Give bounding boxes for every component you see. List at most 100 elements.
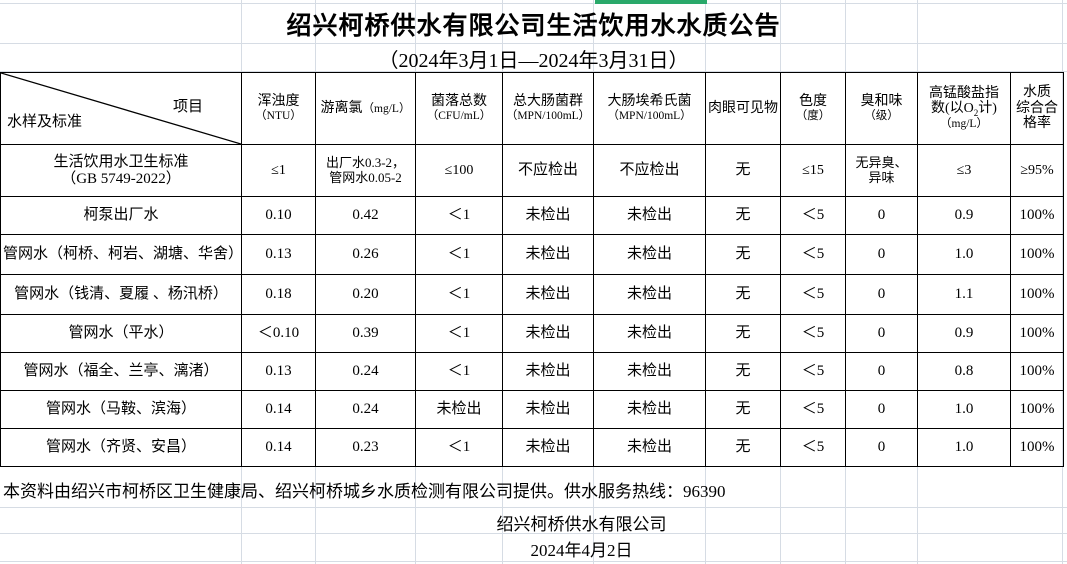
header-permanganate-index: 高锰酸盐指 数(以O2计) （mg/L） bbox=[917, 72, 1011, 145]
header-free-chlorine-unit: （mg/L） bbox=[362, 102, 411, 115]
cell-free-chlorine: 0.39 bbox=[315, 314, 416, 353]
cell-ecoli: 未检出 bbox=[593, 274, 706, 315]
header-permanganate-index-name: 高锰酸盐指 数(以O2计) bbox=[929, 85, 999, 119]
cell-odor-taste: 0 bbox=[845, 428, 918, 467]
cell-free-chlorine: 0.24 bbox=[315, 390, 416, 429]
cell-odor-taste: 0 bbox=[845, 314, 918, 353]
header-turbidity-name: 浑浊度 bbox=[257, 94, 300, 110]
cell-colony-count: ＜1 bbox=[415, 352, 503, 391]
standard-row-label: 生活饮用水卫生标准 （GB 5749-2022） bbox=[0, 144, 242, 197]
header-ecoli: 大肠埃希氏菌 （MPN/100mL） bbox=[593, 72, 706, 145]
header-sample-label: 水样及标准 bbox=[7, 114, 83, 131]
cell-visible-matter: 无 bbox=[705, 274, 781, 315]
standard-permanganate-index: ≤3 bbox=[917, 144, 1011, 197]
table-row: 管网水（齐贤、安昌） 0.14 0.23 ＜1 未检出 未检出无＜5 0 1.0 100% bbox=[0, 428, 1064, 467]
sample-name-cell: 管网水（钱清、夏履 、杨汛桥） bbox=[0, 274, 242, 315]
cell-visible-matter: 无 bbox=[705, 428, 781, 467]
cell-overall-pass-rate: 100% bbox=[1010, 428, 1064, 467]
header-turbidity: 浑浊度 （NTU） bbox=[241, 72, 316, 145]
document-subtitle-row: （2024年3月1日—2024年3月31日） bbox=[0, 44, 1067, 72]
standard-free-chlorine: 出厂水0.3-2， 管网水0.05-2 bbox=[315, 144, 416, 197]
cell-chromaticity: ＜5 bbox=[780, 234, 846, 275]
header-colony-count: 菌落总数 （CFU/mL） bbox=[415, 72, 503, 145]
cell-total-coliform: 未检出 bbox=[502, 196, 594, 235]
cell-free-chlorine: 0.42 bbox=[315, 196, 416, 235]
cell-total-coliform: 未检出 bbox=[502, 234, 594, 275]
standard-overall-pass-rate: ≥95% bbox=[1010, 144, 1064, 197]
cell-visible-matter: 无 bbox=[705, 234, 781, 275]
header-overall-pass-rate-unit: 综合合格率 bbox=[1016, 100, 1058, 132]
cell-turbidity: ＜0.10 bbox=[241, 314, 316, 353]
cell-free-chlorine: 0.24 bbox=[315, 352, 416, 391]
standard-turbidity: ≤1 bbox=[241, 144, 316, 197]
sample-name-cell: 管网水（平水） bbox=[0, 314, 242, 353]
footer-company-text: 绍兴柯桥供水有限公司 bbox=[496, 514, 667, 534]
cell-permanganate-index: 1.1 bbox=[917, 274, 1011, 315]
cell-total-coliform: 未检出 bbox=[502, 314, 594, 353]
standard-ecoli: 不应检出 bbox=[593, 144, 706, 197]
cell-total-coliform: 未检出 bbox=[502, 390, 594, 429]
cell-turbidity: 0.13 bbox=[241, 352, 316, 391]
selected-range-indicator bbox=[595, 0, 707, 4]
cell-odor-taste: 0 bbox=[845, 234, 918, 275]
cell-chromaticity: ＜5 bbox=[780, 390, 846, 429]
header-turbidity-unit: （NTU） bbox=[255, 109, 302, 122]
sample-name-cell: 管网水（马鞍、滨海） bbox=[0, 390, 242, 429]
header-colony-count-name: 菌落总数 bbox=[431, 94, 487, 110]
cell-permanganate-index: 1.0 bbox=[917, 428, 1011, 467]
table-row: 管网水（柯桥、柯岩、湖塘、华舍） 0.13 0.26 ＜1 未检出 未检出无＜5 0 1.0 1… bbox=[0, 234, 1064, 275]
table-header-row: 水样及标准 项目 浑浊度 （NTU） 游离氯（mg/L） 菌落总数 （CFU/m… bbox=[0, 72, 1064, 145]
cell-visible-matter: 无 bbox=[705, 314, 781, 353]
cell-total-coliform: 未检出 bbox=[502, 428, 594, 467]
diagonal-divider-icon bbox=[1, 73, 241, 144]
cell-odor-taste: 0 bbox=[845, 274, 918, 315]
cell-overall-pass-rate: 100% bbox=[1010, 352, 1064, 391]
cell-turbidity: 0.13 bbox=[241, 234, 316, 275]
table-row: 管网水（福全、兰亭、漓渚） 0.13 0.24 ＜1 未检出 未检出无＜5 0 0.8 100% bbox=[0, 352, 1064, 391]
header-odor-taste-name: 臭和味 bbox=[860, 94, 903, 110]
cell-overall-pass-rate: 100% bbox=[1010, 196, 1064, 235]
cell-odor-taste: 0 bbox=[845, 390, 918, 429]
cell-chromaticity: ＜5 bbox=[780, 274, 846, 315]
header-corner-cell: 水样及标准 项目 bbox=[0, 72, 242, 145]
cell-ecoli: 未检出 bbox=[593, 352, 706, 391]
cell-chromaticity: ＜5 bbox=[780, 352, 846, 391]
header-item-label: 项目 bbox=[172, 99, 203, 115]
cell-colony-count: ＜1 bbox=[415, 234, 503, 275]
cell-turbidity: 0.14 bbox=[241, 428, 316, 467]
header-visible-matter-name: 肉眼可见物 bbox=[708, 100, 778, 116]
cell-odor-taste: 0 bbox=[845, 352, 918, 391]
cell-visible-matter: 无 bbox=[705, 352, 781, 391]
document-title-row: 绍兴柯桥供水有限公司生活饮用水水质公告 bbox=[0, 4, 1067, 44]
header-ecoli-unit: （MPN/100mL） bbox=[607, 109, 692, 122]
header-chromaticity: 色度 （度） bbox=[780, 72, 846, 145]
header-odor-taste: 臭和味 （级） bbox=[845, 72, 918, 145]
cell-permanganate-index: 0.9 bbox=[917, 314, 1011, 353]
header-colony-count-unit: （CFU/mL） bbox=[426, 109, 492, 122]
water-quality-table: 水样及标准 项目 浑浊度 （NTU） 游离氯（mg/L） 菌落总数 （CFU/m… bbox=[0, 72, 1064, 467]
cell-chromaticity: ＜5 bbox=[780, 196, 846, 235]
header-odor-taste-unit: （级） bbox=[864, 109, 899, 122]
cell-chromaticity: ＜5 bbox=[780, 428, 846, 467]
cell-free-chlorine: 0.20 bbox=[315, 274, 416, 315]
table-row: 管网水（马鞍、滨海） 0.14 0.24 未检出 未检出 未检出无＜5 0 1.0 100% bbox=[0, 390, 1064, 429]
header-overall-pass-rate: 水质 综合合格率 bbox=[1010, 72, 1064, 145]
standard-odor-taste: 无异臭、 异味 bbox=[845, 144, 918, 197]
cell-turbidity: 0.10 bbox=[241, 196, 316, 235]
sample-name-cell: 管网水（柯桥、柯岩、湖塘、华舍） bbox=[0, 234, 242, 275]
cell-permanganate-index: 0.9 bbox=[917, 196, 1011, 235]
standard-total-coliform: 不应检出 bbox=[502, 144, 594, 197]
header-total-coliform: 总大肠菌群 （MPN/100mL） bbox=[502, 72, 594, 145]
cell-visible-matter: 无 bbox=[705, 196, 781, 235]
cell-ecoli: 未检出 bbox=[593, 234, 706, 275]
cell-turbidity: 0.14 bbox=[241, 390, 316, 429]
cell-ecoli: 未检出 bbox=[593, 428, 706, 467]
cell-overall-pass-rate: 100% bbox=[1010, 274, 1064, 315]
cell-free-chlorine: 0.23 bbox=[315, 428, 416, 467]
table-row: 柯泵出厂水 0.10 0.42 ＜1 未检出 未检出无＜5 0 0.9 100% bbox=[0, 196, 1064, 235]
header-chromaticity-name: 色度 bbox=[799, 94, 827, 110]
cell-colony-count: 未检出 bbox=[415, 390, 503, 429]
cell-odor-taste: 0 bbox=[845, 196, 918, 235]
header-visible-matter: 肉眼可见物 bbox=[705, 72, 781, 145]
